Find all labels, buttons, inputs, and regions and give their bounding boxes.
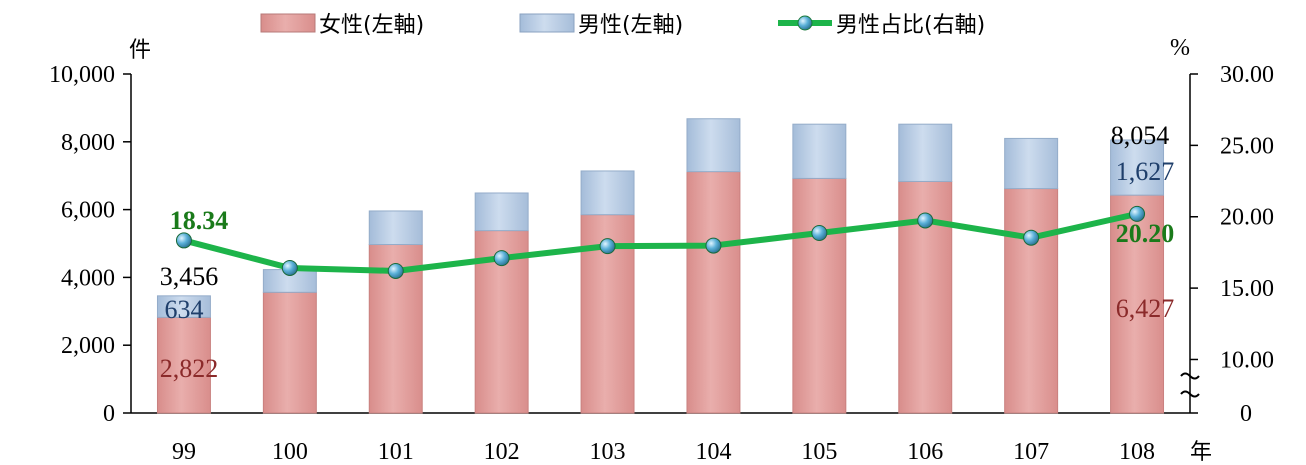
- annotation-first-male: 634: [165, 295, 204, 324]
- ratio-point: [493, 250, 510, 267]
- x-axis-tick-label: 107: [1013, 439, 1049, 465]
- ratio-point: [1023, 229, 1040, 246]
- legend-item-ratio[interactable]: 男性占比(右軸): [778, 13, 985, 38]
- bar-male: [1004, 137, 1059, 190]
- bar-male: [686, 118, 741, 173]
- bar-female: [1004, 188, 1059, 414]
- bar-male: [474, 192, 529, 232]
- ratio-point: [599, 238, 616, 255]
- x-axis-tick-label: 108: [1119, 439, 1155, 465]
- ratio-point: [811, 225, 828, 242]
- legend-label-ratio: 男性占比(右軸): [836, 13, 985, 38]
- left-axis-tick-label: 2,000: [61, 333, 115, 359]
- right-axis-tick-label: 20.00: [1220, 205, 1274, 231]
- left-axis-tick-label: 4,000: [61, 265, 115, 291]
- legend-label-female: 女性(左軸): [319, 13, 424, 38]
- legend-label-male: 男性(左軸): [578, 13, 683, 38]
- legend-item-female[interactable]: 女性(左軸): [260, 13, 424, 38]
- annotation-first-ratio: 18.34: [170, 206, 229, 235]
- bar-female: [262, 291, 317, 414]
- ratio-point: [1129, 205, 1146, 222]
- bar-male: [792, 123, 847, 179]
- x-axis-tick-label: 100: [272, 439, 308, 465]
- left-axis-unit-label: 件: [129, 38, 151, 63]
- x-axis-tick-label: 102: [484, 439, 520, 465]
- x-axis-tick-label: 106: [907, 439, 943, 465]
- annotation-first-female: 2,822: [160, 354, 219, 383]
- x-axis-tick-label: 101: [378, 439, 414, 465]
- annotation-last-ratio: 20.20: [1116, 219, 1175, 248]
- right-axis-tick-label: 25.00: [1220, 133, 1274, 159]
- annotation-last-male: 1,627: [1116, 157, 1175, 186]
- right-axis-unit-label: %: [1170, 35, 1190, 61]
- bar-female: [1110, 194, 1165, 414]
- annotation-last-total: 8,054: [1111, 121, 1170, 150]
- right-axis-tick-label: 10.00: [1220, 347, 1274, 373]
- right-axis-tick-label: 0: [1240, 401, 1252, 427]
- ratio-line-layer: [175, 205, 1146, 279]
- x-axis-tick-label: 104: [695, 439, 731, 465]
- ratio-point: [917, 212, 934, 229]
- x-axis-unit-label: 年: [1190, 440, 1212, 465]
- left-axis-tick-label: 0: [103, 401, 115, 427]
- left-axis-tick-label: 8,000: [61, 130, 115, 156]
- right-axis-tick-label: 15.00: [1220, 276, 1274, 302]
- bar-male: [1110, 139, 1165, 196]
- bar-female: [792, 177, 847, 414]
- ratio-point: [705, 237, 722, 254]
- left-axis-tick-label: 6,000: [61, 198, 115, 224]
- annotation-first-total: 3,456: [160, 262, 219, 291]
- ratio-line: [183, 210, 1138, 274]
- x-axis-tick-label: 105: [801, 439, 837, 465]
- right-axis-tick-label: 30.00: [1220, 62, 1274, 88]
- annotations: 3,456 634 2,822 18.34 8,054 1,627 6,427 …: [160, 121, 1175, 383]
- legend: 女性(左軸) 男性(左軸) 男性占比(右軸): [260, 13, 985, 38]
- axis-ticks: 0 2,000 4,000 6,000 8,000 10,000 0 10.00 15.00 20…: [49, 62, 1274, 465]
- ratio-point: [175, 232, 192, 249]
- bar-male: [580, 170, 635, 216]
- ratio-point: [281, 259, 298, 276]
- bar-male: [898, 123, 953, 182]
- x-axis-tick-label: 103: [590, 439, 626, 465]
- ratio-point: [387, 262, 404, 279]
- legend-item-male[interactable]: 男性(左軸): [519, 13, 683, 38]
- annotation-last-female: 6,427: [1116, 294, 1175, 323]
- bars: [156, 118, 1165, 414]
- bar-female: [686, 171, 741, 414]
- bar-male: [156, 295, 211, 318]
- right-axis-break-symbol: [1180, 372, 1200, 398]
- x-axis-tick-label: 99: [172, 439, 196, 465]
- left-axis-tick-label: 10,000: [49, 62, 115, 88]
- bar-male: [368, 210, 423, 246]
